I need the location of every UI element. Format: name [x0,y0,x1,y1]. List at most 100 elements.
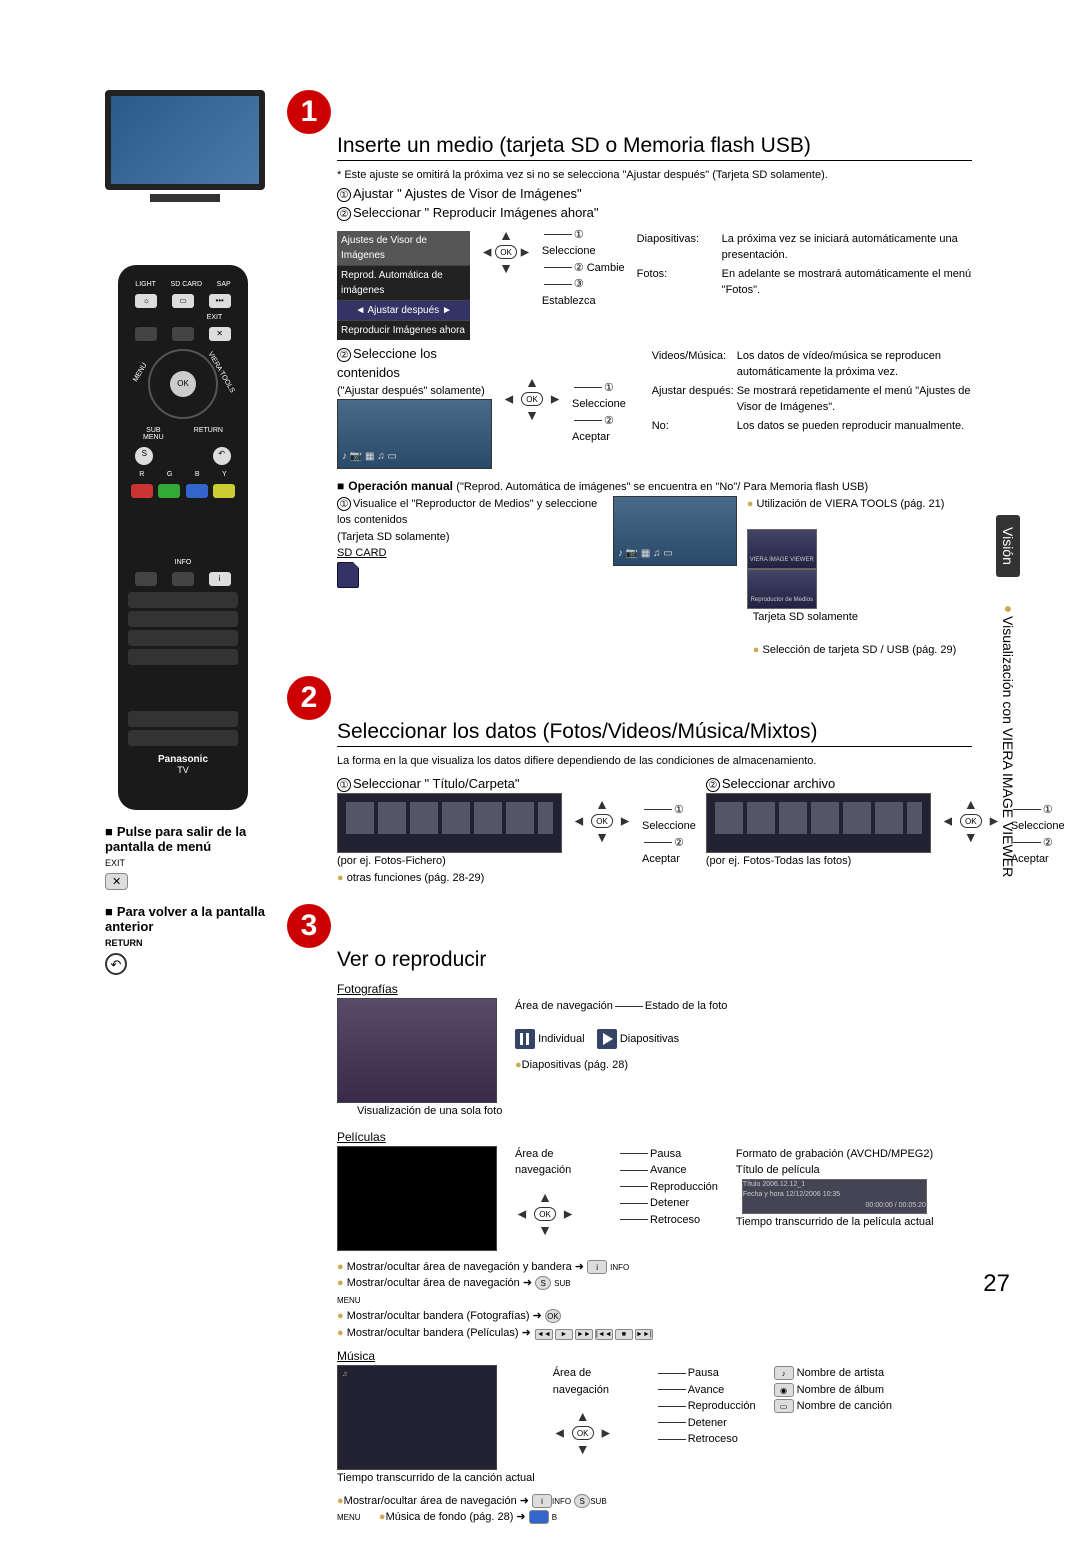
play-icon [597,1029,617,1049]
mul3: Detener [688,1417,727,1429]
ctrl-rew: ◄◄ [535,1329,553,1340]
ok1-a: ① Seleccione [542,229,596,258]
m1n: ① [337,497,351,511]
menu-hdr: Ajustes de Visor de Imágenes [337,231,470,265]
movies-fmt: Formato de grabación (AVCHD/MPEG2) [736,1146,934,1163]
manual-thumb: ♪ 📷 ▦ ♫ ▭ [613,496,737,566]
menu-r3: Reproducir Imágenes ahora [337,320,470,340]
ctrl-next: ►►| [635,1329,653,1340]
remote-label-submenu: SUB MENU [143,427,164,441]
ml2: Reproducción [650,1181,718,1193]
s2c2n: ② [706,778,720,792]
mu-album: Nombre de álbum [797,1384,884,1396]
step1-thumb: ♪ 📷 ▦ ♫ ▭ [337,399,492,469]
ml1: Avance [650,1164,687,1176]
sidebar-exit-label: EXIT [105,858,125,868]
music-caption: Tiempo transcurrido de la canción actual [337,1470,535,1487]
mul4: Retroceso [688,1433,738,1445]
ok-pad-mu: ▲▼◄►OK [553,1408,613,1458]
sidebar-exit-title: Pulse para salir de la pantalla de menú [105,824,246,854]
step2-number: 2 [287,676,331,720]
s2eg1: (por ej. Fotos-Fichero) [337,853,562,870]
manual-sd: SD CARD [337,545,603,562]
movie-banner: Título 2006.12.12_1 Fecha y hora 12/12/2… [742,1179,927,1214]
ml4: Retroceso [650,1214,700,1226]
pause-icon [515,1029,535,1049]
tog3: Mostrar/ocultar bandera (Fotografías) [347,1310,530,1322]
remote-nav-circle: OK [148,349,218,419]
ml0: Pausa [650,1148,681,1160]
movies-hdr: Películas [337,1128,972,1146]
ok-pad-4: ▲▼◄►OK [941,796,1001,846]
step3-number: 3 [287,904,331,948]
photos-caption: Visualización de una sola foto [357,1103,972,1120]
ctrl-play: ► [555,1329,573,1340]
remote-label-exit: EXIT [207,314,223,321]
tog2: Mostrar/ocultar área de navegación [347,1277,520,1289]
tv-stand [150,194,220,202]
s2eg2: (por ej. Fotos-Todas las fotos) [706,853,931,870]
remote-menu-arc: MENU [132,362,148,383]
sidebar-exit-icon: ✕ [105,873,128,890]
step1-title: Inserte un medio (tarjeta SD o Memoria f… [337,134,972,161]
tog1: Mostrar/ocultar área de navegación y ban… [347,1261,572,1273]
viera-badge-2: Reproductor de Medios [747,569,817,609]
mr3: Selección de tarjeta SD / USB (pág. 29) [763,644,957,656]
ml3: Detener [650,1197,689,1209]
song-icon: ▭ [774,1399,794,1413]
mul0: Pausa [688,1367,719,1379]
mul1: Avance [688,1384,725,1396]
remote-color-r: R [139,471,144,478]
remote-brand: Panasonic [128,754,238,765]
ok-pad-3: ▲▼◄►OK [572,796,632,846]
mu-artist: Nombre de artista [797,1367,884,1379]
sidebar-return-label: RETURN [105,938,143,948]
mr1: Utilización de VIERA TOOLS (pág. 21) [757,498,945,510]
submenu-icon-2: S [574,1494,590,1508]
ok-toggle-icon: OK [545,1309,561,1323]
def0k: Diapositivas: [637,231,722,264]
ok-pad-1: ▲▼◄► OK [480,227,532,277]
sidebar-exit-block: ■Pulse para salir de la pantalla de menú… [105,824,275,890]
tog4: Mostrar/ocultar bandera (Películas) [347,1327,519,1339]
step3-title: Ver o reproducir [337,948,972,974]
step2-sub: La forma en la que visualiza los datos d… [337,753,972,770]
s2c2: Seleccionar archivo [722,776,835,791]
thumb-grid-2 [706,793,931,853]
side-tab-dark: Visión [996,515,1020,577]
tv-illustration [105,90,265,190]
m1: Visualice el "Reproductor de Medios" y s… [337,498,597,527]
s2c1: Seleccionar " Título/Carpeta" [353,776,520,791]
photos-ind: Individual [538,1032,584,1044]
remote-label-sdcard: SD CARD [171,281,203,288]
sidebar-return-title: Para volver a la pantalla anterior [105,904,265,934]
def4k: No: [652,418,737,435]
info-icon-2: i [532,1494,552,1508]
remote-color-y: Y [222,471,227,478]
remote-model: TV [128,765,238,775]
movies-time: Tiempo transcurrido de la película actua… [736,1214,934,1231]
step1-line2-num: ② [337,207,351,221]
s2other: otras funciones (pág. 28-29) [347,872,485,884]
photos-slides: Diapositivas [620,1032,679,1044]
ok1-b: ② Cambie [574,262,625,274]
step1-footnote: * Este ajuste se omitirá la próxima vez … [337,167,972,184]
menu-r2: Ajustar después [367,305,439,316]
remote-label-light: LIGHT [135,281,156,288]
step1-sel-sub: ("Ajustar después" solamente) [337,383,492,400]
artist-icon: ♪ [774,1366,794,1380]
mul2: Reproducción [688,1400,756,1412]
music-nav: Área de navegación [553,1367,609,1396]
ok1-c: ③ Establezca [542,278,596,307]
step-3: 3 Ver o reproducir Fotografías Área de n… [287,904,972,1526]
ctrl-stop: ■ [615,1329,633,1340]
s2c1n: ① [337,778,351,792]
remote-illustration: LIGHT SD CARD SAP ☼▭••• EXIT ✕ MENU VIER… [118,265,248,810]
s2oka2: ① Seleccione [1011,804,1065,833]
step-2: 2 Seleccionar los datos (Fotos/Videos/Mú… [287,676,972,886]
m1s: (Tarjeta SD solamente) [337,529,603,546]
step-1: 1 Inserte un medio (tarjeta SD o Memoria… [287,90,972,658]
step1-line1: Ajustar " Ajustes de Visor de Imágenes" [353,186,582,201]
album-icon: ◉ [774,1383,794,1397]
step1-number: 1 [287,90,331,134]
